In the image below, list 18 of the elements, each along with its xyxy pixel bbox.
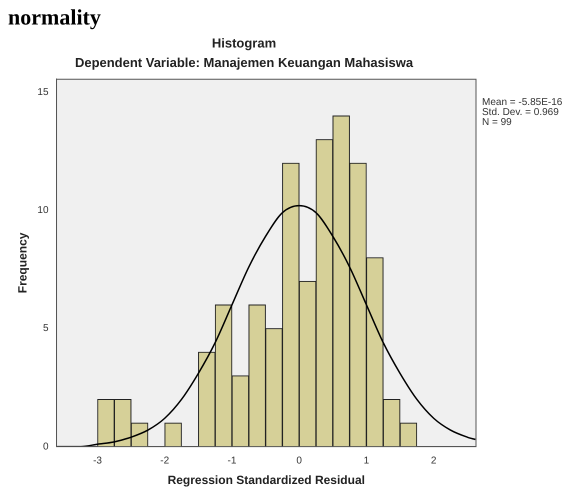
text: N = 99 [482, 116, 512, 128]
chart-subtitle: Dependent Variable: Manajemen Keuangan Mahasiswa [74, 54, 414, 70]
x-axis-title: Regression Standardized Residual [168, 473, 365, 488]
x-tick-label: -1 [228, 455, 237, 466]
x-tick-label: 0 [296, 455, 302, 466]
text: Mean = -5.85E-16 [482, 96, 563, 108]
y-tick-label: 15 [37, 86, 49, 98]
x-tick-label: -3 [93, 455, 102, 466]
y-tick-label: 0 [42, 441, 49, 452]
chart-title: Histogram [212, 35, 276, 50]
x-tick-label: -2 [160, 455, 170, 466]
x-tick-label: 2 [430, 455, 437, 466]
y-tick-label: 10 [37, 205, 49, 216]
y-tick-label: 5 [42, 323, 49, 334]
x-tick-label: 1 [364, 455, 370, 466]
text: Std. Dev. = 0.969 [482, 106, 560, 118]
text: normality [8, 4, 101, 30]
y-axis-title: Frequency [16, 232, 30, 294]
